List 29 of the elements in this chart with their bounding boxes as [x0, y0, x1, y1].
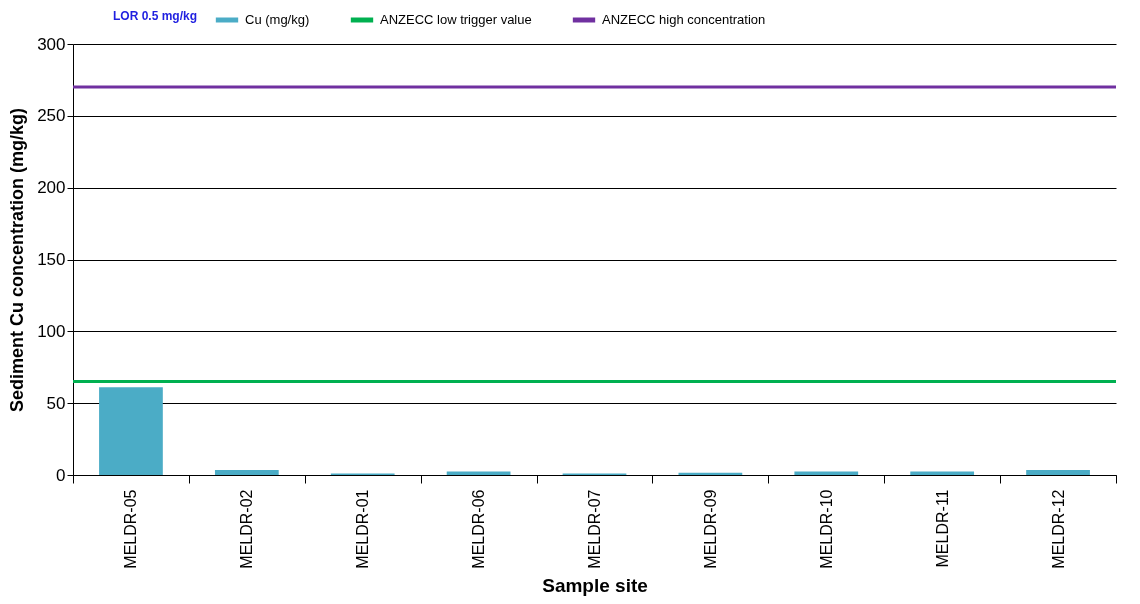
bar: [214, 469, 279, 475]
x-tick-label: MELDR-02: [238, 489, 256, 569]
y-tick-label: 150: [37, 250, 66, 269]
x-tick-label: MELDR-12: [1049, 489, 1067, 569]
text: LOR 0.5 mg/kg: [113, 9, 198, 23]
y-tick-label: 300: [37, 34, 66, 54]
x-tick-label: MELDR-10: [817, 489, 835, 569]
bar: [678, 472, 743, 475]
bar: [446, 471, 511, 475]
legend-label: Cu (mg/kg): [245, 12, 310, 27]
y-axis-title: Sediment Cu concentration (mg/kg): [7, 107, 28, 413]
x-tick-label: MELDR-01: [354, 489, 372, 569]
x-axis-title: Sample site: [542, 574, 648, 596]
y-tick-label: 50: [46, 393, 66, 413]
legend-label: ANZECC low trigger value: [380, 12, 532, 27]
x-tick-label: MELDR-07: [586, 489, 603, 569]
bar: [910, 471, 975, 475]
bar: [794, 471, 859, 475]
y-tick-label: 250: [37, 106, 66, 126]
y-tick-label: 100: [37, 321, 66, 341]
x-tick-label: MELDR-06: [470, 489, 488, 569]
y-tick-label: 200: [37, 178, 66, 198]
y-tick-label: 0: [56, 465, 66, 485]
bar: [99, 387, 163, 475]
x-tick-label: MELDR-09: [701, 489, 719, 569]
legend-label: ANZECC high concentration: [602, 12, 766, 27]
x-tick-label: MELDR-05: [122, 489, 140, 569]
bar: [1026, 469, 1090, 475]
x-tick-label: MELDR-11: [933, 489, 951, 568]
